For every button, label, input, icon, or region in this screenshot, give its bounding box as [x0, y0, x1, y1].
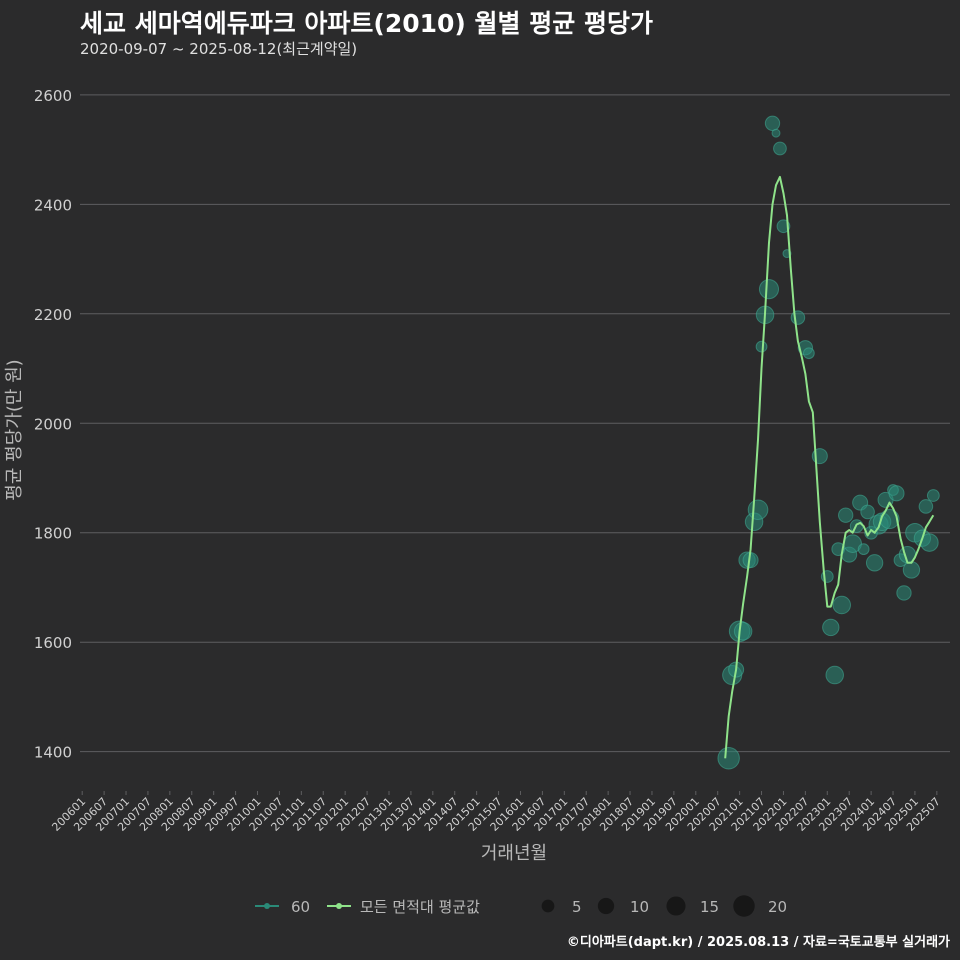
size-legend-circle [597, 897, 615, 915]
chart-subtitle: 2020-09-07 ~ 2025-08-12(최근계약일) [80, 40, 358, 58]
data-point [771, 128, 781, 138]
data-point [825, 665, 844, 685]
scatter-points [717, 115, 940, 770]
data-point [838, 507, 854, 523]
data-point [857, 543, 870, 556]
data-point [865, 554, 884, 572]
x-axis-label: 거래년월 [481, 843, 547, 864]
data-point [790, 310, 806, 325]
data-point [896, 585, 912, 601]
size-legend-circle [666, 896, 686, 916]
data-point [773, 141, 787, 156]
size-legend-label: 15 [700, 898, 719, 916]
data-point [733, 622, 753, 641]
legend-avg-marker [336, 903, 342, 909]
y-tick-label: 1800 [34, 525, 72, 543]
footer-credit: ©디아파트(dapt.kr) / 2025.08.13 / 자료=국토교통부 실… [566, 935, 950, 950]
data-point [802, 347, 815, 360]
y-tick-label: 1400 [34, 744, 72, 762]
y-tick-label: 2200 [34, 306, 72, 324]
data-point [822, 618, 840, 637]
data-point [717, 747, 740, 770]
data-point [918, 499, 934, 514]
size-legend: 5 10 15 20 [541, 895, 787, 917]
size-legend-circle [733, 895, 755, 917]
data-point [758, 279, 780, 300]
legend-avg-label: 모든 면적대 평균값 [360, 898, 480, 916]
legend-60-label: 60 [291, 898, 310, 916]
y-tick-label: 2600 [34, 87, 72, 105]
data-point [832, 595, 851, 615]
data-point [755, 340, 768, 353]
size-legend-circle [541, 899, 555, 913]
legend-60-marker [264, 903, 270, 909]
y-tick-label: 2000 [34, 415, 72, 433]
y-axis-ticks: 1400 1600 1800 2000 2200 2400 2600 [34, 87, 72, 762]
grid-lines [80, 94, 950, 753]
size-legend-label: 5 [572, 898, 582, 916]
x-axis-ticks: 2006012006072007012007072008012008072009… [49, 791, 943, 834]
data-point [879, 509, 900, 530]
data-point [926, 489, 940, 502]
data-point [888, 485, 905, 502]
y-tick-label: 1600 [34, 634, 72, 652]
size-legend-label: 10 [630, 898, 649, 916]
size-legend-label: 20 [768, 898, 787, 916]
data-point [764, 115, 781, 131]
average-series-line [724, 175, 935, 759]
chart-title: 세교 세마역에듀파크 아파트(2010) 월별 평균 평당가 [80, 9, 653, 38]
legend: 60 모든 면적대 평균값 5 10 15 20 [255, 895, 787, 917]
data-point [902, 561, 921, 579]
average-line [724, 175, 935, 759]
data-point [860, 504, 875, 520]
data-point [747, 499, 769, 521]
y-axis-label: 평균 평당가(만 원) [4, 359, 25, 500]
y-tick-label: 2400 [34, 196, 72, 214]
